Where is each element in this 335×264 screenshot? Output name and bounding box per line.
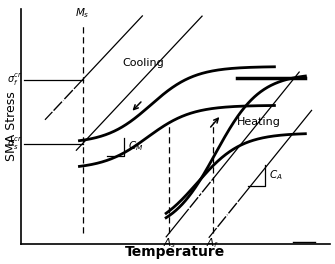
Text: $\sigma_s^{cr}$: $\sigma_s^{cr}$	[7, 136, 22, 152]
Text: $M_s$: $M_s$	[75, 6, 90, 20]
Text: $C_A$: $C_A$	[269, 168, 282, 182]
X-axis label: Temperature: Temperature	[125, 245, 225, 259]
Y-axis label: SMA Stress: SMA Stress	[5, 92, 18, 162]
Text: $A_s$: $A_s$	[162, 236, 176, 250]
Text: Cooling: Cooling	[123, 58, 164, 68]
Text: $A_f$: $A_f$	[206, 236, 219, 250]
Text: $\sigma_f^{cr}$: $\sigma_f^{cr}$	[7, 72, 22, 88]
Text: $C_M$: $C_M$	[128, 139, 143, 153]
Text: Heating: Heating	[237, 117, 281, 127]
